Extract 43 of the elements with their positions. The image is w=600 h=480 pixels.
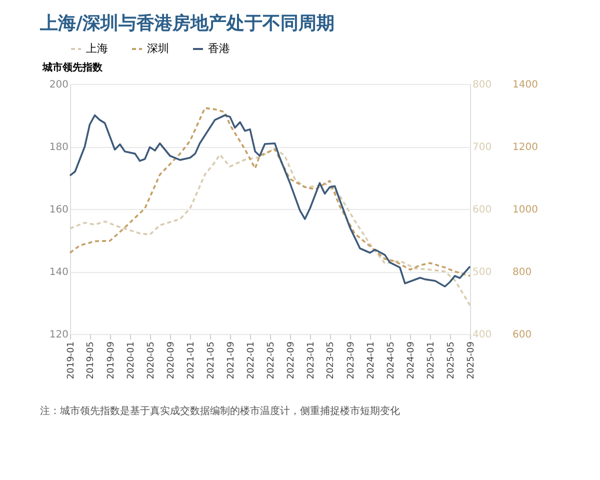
x-tick-label: 2022-09 (286, 341, 296, 380)
y3-tick-label: 1000 (512, 204, 538, 216)
x-tick-label: 2024-09 (406, 341, 417, 380)
y-axis-title: 城市领先指数 (42, 62, 104, 74)
y-tick-label: 120 (49, 330, 68, 340)
x-tick-label: 2020-01 (126, 342, 136, 380)
text: 注：城市领先指数是基于真实成交数据编制的楼市温度计，侧重捕捉楼市短期变化 (40, 405, 400, 417)
legend-label: 上海 (86, 42, 108, 55)
line-series (69, 147, 471, 306)
x-tick-label: 2022-05 (266, 342, 276, 380)
y3-tick-label: 800 (512, 267, 532, 278)
x-tick-label: 2024-05 (386, 342, 396, 380)
x-tick-label: 2021-01 (186, 342, 197, 380)
y3-tick-label: 1400 (512, 80, 538, 90)
y2-tick-label: 700 (472, 142, 492, 153)
y2-tick-label: 400 (472, 330, 492, 340)
chart-title: 上海/深圳与香港房地产处于不同周期 (39, 13, 335, 34)
x-tick-label: 2019-05 (86, 342, 96, 380)
x-tick-label: 2021-09 (226, 341, 236, 380)
x-tick-label: 2019-01 (66, 342, 76, 380)
x-tick-label: 2025-01 (426, 342, 437, 380)
x-tick-label: 2022-01 (246, 342, 257, 380)
y2-tick-label: 800 (472, 80, 492, 90)
x-tick-label: 2020-09 (166, 341, 177, 380)
y2-tick-label: 500 (472, 267, 492, 278)
x-tick-label: 2024-01 (366, 342, 376, 380)
x-tick-label: 2023-01 (306, 342, 316, 380)
x-tick-label: 2025-09 (466, 341, 476, 380)
y2-tick-label: 600 (472, 204, 492, 216)
y3-tick-label: 1200 (512, 142, 538, 153)
y-tick-label: 200 (49, 80, 68, 90)
legend-label: 深圳 (147, 42, 169, 55)
y3-tick-label: 600 (512, 330, 532, 340)
x-tick-label: 2021-05 (206, 342, 216, 380)
y-tick-label: 160 (49, 204, 68, 216)
x-tick-label: 2023-05 (326, 342, 336, 380)
legend-label: 香港 (208, 42, 230, 55)
y-tick-label: 180 (49, 142, 68, 153)
x-tick-label: 2025-05 (446, 342, 456, 380)
x-tick-label: 2019-09 (106, 341, 116, 380)
y-tick-label: 140 (49, 267, 68, 278)
x-tick-label: 2020-05 (146, 342, 156, 380)
x-tick-label: 2023-09 (346, 341, 356, 380)
